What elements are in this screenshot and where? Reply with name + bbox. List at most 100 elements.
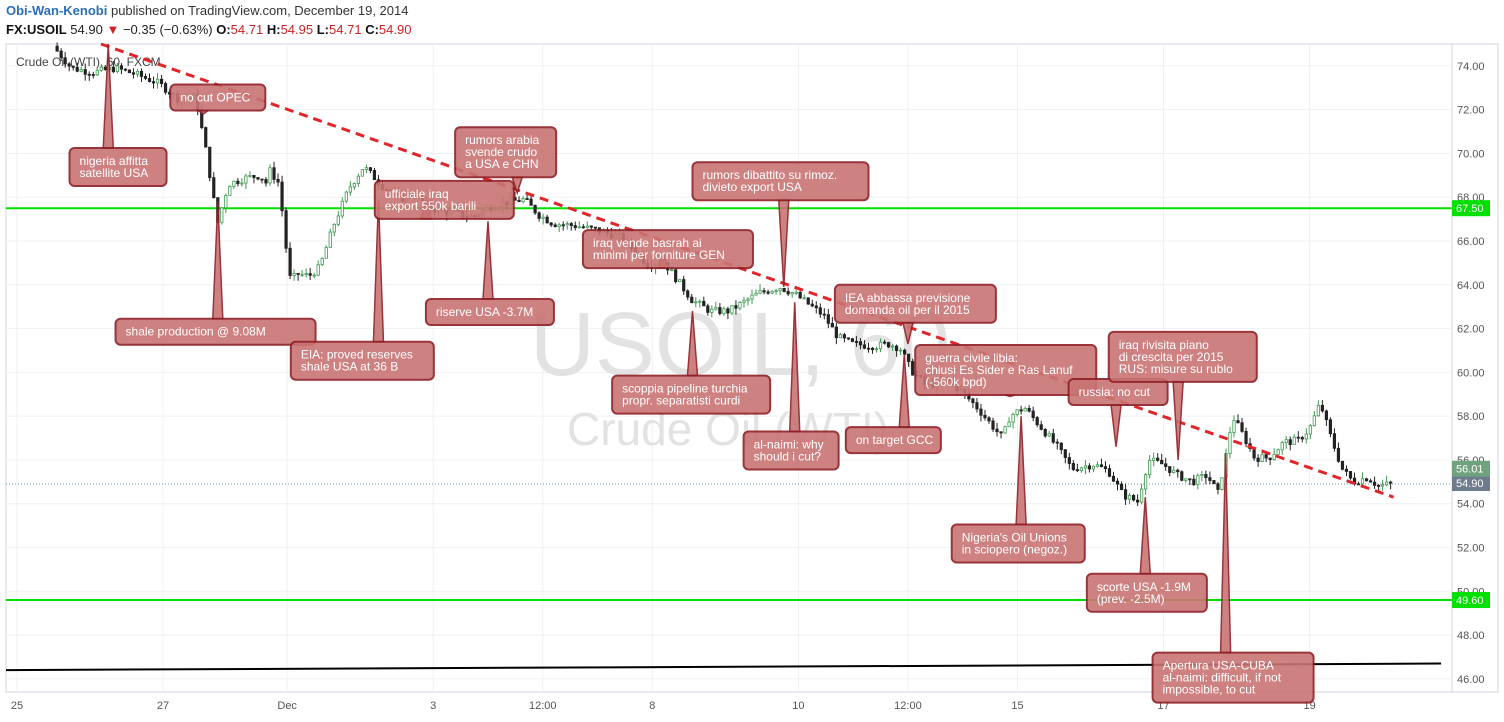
candle-body: [702, 300, 706, 307]
candle-body: [766, 291, 770, 294]
callout-text: nigeria affitta: [80, 154, 149, 168]
callout-text: riserve USA -3.7M: [436, 305, 533, 319]
candle-body: [1075, 469, 1079, 472]
candle-body: [1220, 477, 1224, 490]
candle-body: [228, 185, 232, 196]
candle-body: [159, 78, 164, 84]
author-link[interactable]: Obi-Wan-Kenobi: [6, 3, 108, 18]
candle-body: [1300, 437, 1304, 440]
candle-body: [1208, 477, 1212, 481]
y-tick-label: 58.00: [1457, 411, 1485, 423]
callout: riserve USA -3.7M: [424, 221, 555, 327]
candle-body: [541, 216, 545, 219]
candle-body: [356, 175, 360, 184]
candle-body: [155, 78, 160, 84]
candle-body: [706, 305, 710, 313]
candle-body: [790, 292, 794, 295]
candle-body: [119, 65, 123, 70]
callout: guerra civile libia:chiusi Es Sider e Ra…: [914, 344, 1098, 398]
price-axis-tag: [1452, 460, 1490, 477]
candle-body: [525, 198, 529, 200]
candle-body: [67, 63, 71, 67]
candle-body: [1216, 483, 1220, 490]
callout: rumors dibattito su rimoz.divieto export…: [691, 161, 870, 288]
quote-line: FX:USOIL 54.90 ▼ −0.35 (−0.63%) O:54.71 …: [6, 22, 411, 37]
candle-body: [143, 76, 148, 79]
candle-body: [1091, 465, 1096, 470]
candle-body: [1381, 484, 1385, 487]
callout-text: shale USA at 36 B: [301, 360, 398, 374]
candle-body: [1051, 433, 1055, 443]
callout-text: chiusi Es Sider e Ras Lanuf: [925, 363, 1073, 377]
candle-body: [991, 420, 995, 430]
candle-body: [1083, 465, 1087, 469]
candle-body: [553, 224, 557, 228]
y-tick-label: 64.00: [1457, 280, 1485, 292]
candle-body: [75, 66, 79, 72]
candle-body: [352, 183, 356, 188]
candle-body: [1304, 433, 1308, 440]
candle-body: [1043, 429, 1047, 437]
candle-body: [730, 305, 734, 314]
candle-body: [874, 348, 879, 351]
candle-body: [71, 65, 75, 68]
candle-body: [99, 66, 103, 71]
candle-body: [79, 69, 83, 72]
candle-body: [1236, 420, 1240, 424]
candle-body: [1268, 457, 1272, 461]
x-tick-label: 25: [11, 700, 23, 712]
candle-body: [1176, 469, 1180, 473]
candle-body: [320, 257, 324, 266]
candle-body: [710, 308, 714, 313]
candle-body: [308, 273, 312, 276]
callout-text: Apertura USA-CUBA: [1163, 659, 1274, 673]
candle-body: [971, 398, 975, 404]
candle-body: [846, 337, 851, 340]
candle-body: [1296, 436, 1300, 439]
candle-body: [1368, 480, 1373, 483]
candle-body: [1324, 410, 1328, 421]
x-tick-label: 8: [649, 700, 655, 712]
candle-body: [1232, 420, 1236, 434]
candle-body: [1336, 447, 1341, 462]
candle-body: [151, 81, 156, 84]
publish-line: Obi-Wan-Kenobi published on TradingView.…: [6, 3, 408, 18]
candle-body: [348, 186, 352, 193]
callout-box: [1085, 572, 1208, 613]
candle-body: [220, 207, 224, 223]
callout-text: IEA abbassa previsione: [845, 291, 971, 305]
candle-body: [911, 361, 915, 376]
callout-box: [950, 523, 1086, 564]
candle-body: [252, 174, 256, 178]
y-tick-label: 54.00: [1457, 499, 1485, 511]
candle-body: [794, 291, 798, 294]
candle-body: [260, 178, 264, 181]
candle-body: [1067, 457, 1071, 464]
callout: no cut OPEC: [169, 83, 267, 115]
candle-body: [862, 344, 867, 349]
candle-body: [1212, 480, 1216, 485]
callout-text: no cut OPEC: [180, 91, 250, 105]
candle-body: [1280, 442, 1284, 451]
high-label: H:: [266, 22, 281, 37]
low-value: 54.71: [329, 22, 362, 37]
candle-body: [1312, 415, 1316, 427]
candle-body: [1200, 474, 1204, 477]
candle-body: [818, 307, 822, 315]
candle-body: [866, 347, 871, 350]
y-tick-label: 60.00: [1457, 367, 1485, 379]
candle-body: [1276, 449, 1280, 455]
candle-body: [678, 279, 682, 283]
x-tick-label: 15: [1011, 700, 1023, 712]
callout-text: should i cut?: [754, 449, 822, 463]
candle-body: [754, 292, 758, 296]
candle-body: [232, 180, 236, 187]
callout-box: [68, 146, 168, 187]
candle-body: [746, 298, 750, 301]
candle-body: [1168, 466, 1172, 473]
